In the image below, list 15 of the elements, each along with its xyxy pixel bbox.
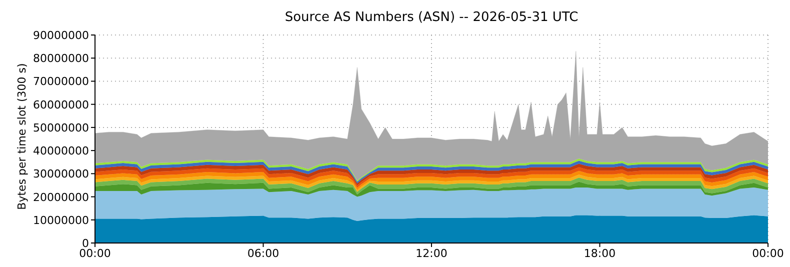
y-tick-label: 80000000 <box>33 52 89 66</box>
x-tick-label: 12:00 <box>416 246 448 260</box>
chart-title: Source AS Numbers (ASN) -- 2026-05-31 UTC <box>284 10 580 25</box>
y-tick-label: 20000000 <box>33 190 89 204</box>
y-tick-label: 90000000 <box>33 29 89 42</box>
y-tick-label: 40000000 <box>33 144 89 158</box>
x-tick-label: 06:00 <box>247 246 280 260</box>
y-tick-label: 60000000 <box>33 98 89 112</box>
x-tick-label: 18:00 <box>584 246 616 260</box>
y-tick-label: 30000000 <box>33 168 89 181</box>
y-axis-title: Bytes per time slot (300 s) <box>16 62 28 212</box>
y-tick-label: 70000000 <box>33 75 89 88</box>
y-tick-label: 10000000 <box>33 214 89 227</box>
x-tick-label: 00:00 <box>752 246 784 260</box>
y-tick-label: 50000000 <box>33 121 89 134</box>
